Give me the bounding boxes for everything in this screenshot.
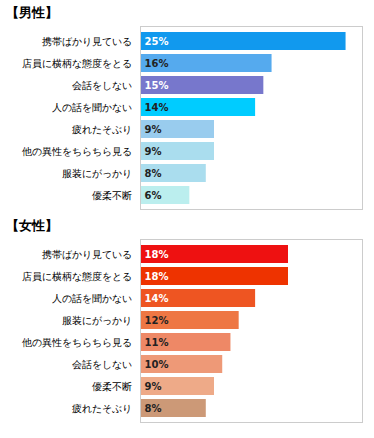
svg-text:9%: 9% [145,146,162,157]
svg-text:9%: 9% [145,381,162,392]
html-text:【女性】: 【女性】 [6,218,58,233]
svg-text:10%: 10% [145,359,169,370]
svg-text:16%: 16% [145,58,169,69]
svg-text:優柔不断: 優柔不断 [92,381,132,392]
svg-text:服装にがっかり: 服装にがっかり [62,315,132,326]
svg-text:店員に横柄な態度をとる: 店員に横柄な態度をとる [22,58,132,69]
svg-text:会話をしない: 会話をしない [72,359,132,370]
svg-text:疲れたそぶり: 疲れたそぶり [72,124,132,135]
svg-text:12%: 12% [145,315,169,326]
svg-text:9%: 9% [145,124,162,135]
html-text:【男性】: 【男性】 [6,5,58,20]
svg-text:携帯ばかり見ている: 携帯ばかり見ている [42,36,132,47]
svg-text:人の話を聞かない: 人の話を聞かない [52,102,132,113]
svg-text:14%: 14% [145,293,169,304]
svg-text:6%: 6% [145,190,162,201]
svg-text:他の異性をちらちら見る: 他の異性をちらちら見る [22,337,132,348]
svg-text:会話をしない: 会話をしない [72,80,132,91]
svg-text:15%: 15% [145,80,169,91]
svg-text:携帯ばかり見ている: 携帯ばかり見ている [42,249,132,260]
svg-text:人の話を聞かない: 人の話を聞かない [52,293,132,304]
svg-text:8%: 8% [145,403,162,414]
svg-text:店員に横柄な態度をとる: 店員に横柄な態度をとる [22,271,132,282]
svg-text:疲れたそぶり: 疲れたそぶり [72,403,132,414]
svg-text:服装にがっかり: 服装にがっかり [62,168,132,179]
svg-text:18%: 18% [145,271,169,282]
svg-text:優柔不断: 優柔不断 [92,190,132,201]
svg-text:25%: 25% [145,36,169,47]
svg-text:他の異性をちらちら見る: 他の異性をちらちら見る [22,146,132,157]
svg-text:14%: 14% [145,102,169,113]
svg-text:8%: 8% [145,168,162,179]
svg-text:11%: 11% [145,337,169,348]
svg-text:18%: 18% [145,249,169,260]
